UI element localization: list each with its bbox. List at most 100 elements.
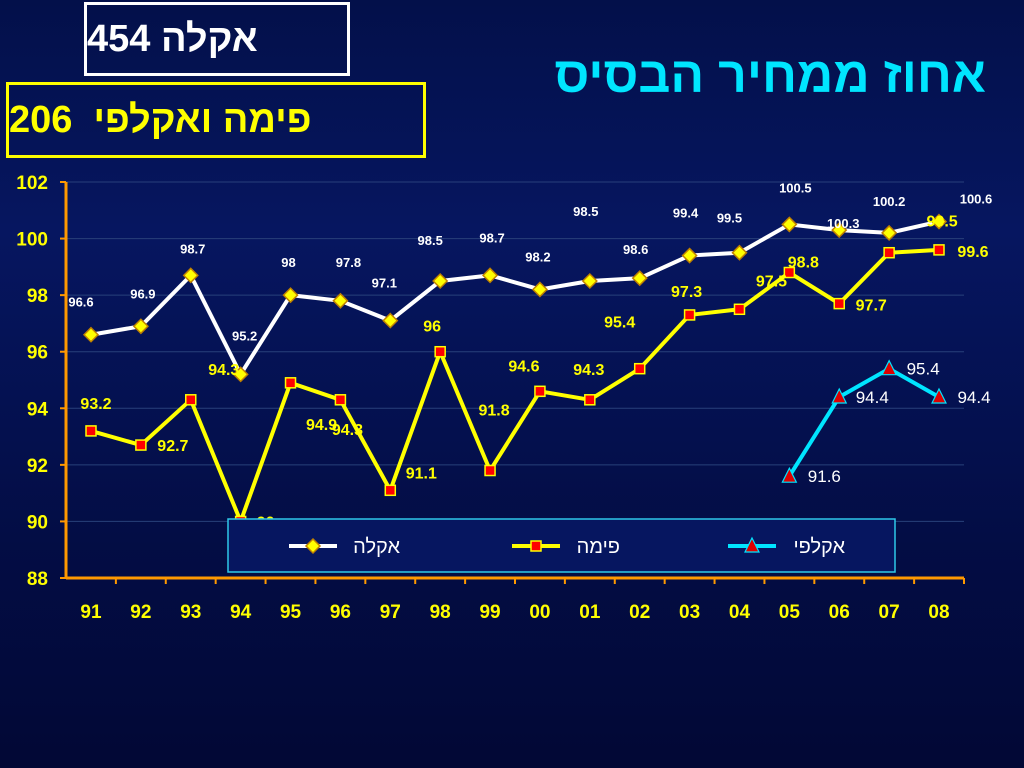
data-label-akala: 98.2: [525, 249, 550, 264]
legend-marker-akala: [304, 537, 322, 555]
x-tick-label: 92: [130, 602, 151, 623]
data-label-pima: 94.3: [573, 362, 604, 379]
data-label-akalpi: 91.6: [808, 467, 841, 486]
data-label-akala: 100.2: [873, 194, 906, 209]
data-label-akala: 99.5: [717, 211, 742, 226]
data-label-pima: 94.3: [208, 362, 239, 379]
marker-akala: [531, 281, 549, 298]
data-label-pima: 94.6: [508, 358, 539, 375]
data-label-pima: 98.8: [788, 255, 819, 272]
x-tick-label: 01: [579, 602, 601, 623]
y-tick-label: 92: [27, 456, 48, 477]
marker-akalpi: [781, 466, 798, 483]
legend-box: [227, 518, 896, 573]
x-tick-label: 05: [779, 602, 801, 623]
x-tick-label: 07: [879, 602, 900, 623]
marker-pima: [833, 297, 845, 310]
marker-akalpi: [831, 387, 848, 404]
data-label-pima: 96: [423, 319, 441, 336]
data-label-akalpi: 94.4: [957, 388, 990, 407]
marker-akalpi: [881, 359, 898, 376]
legend-label-akalpi: אקלפי: [793, 536, 845, 558]
marker-akala: [382, 312, 399, 329]
data-label-pima: 94.9: [306, 417, 337, 434]
marker-akala: [731, 244, 748, 261]
data-label-pima: 91.1: [406, 465, 437, 482]
y-tick-label: 88: [27, 569, 48, 590]
marker-akala: [432, 272, 449, 290]
data-label-pima: 97.5: [756, 273, 787, 290]
data-label-akala: 98.5: [418, 233, 443, 248]
data-label-pima: 93.2: [80, 396, 111, 413]
y-tick-label: 102: [16, 173, 48, 194]
data-label-akala: 96.9: [130, 286, 155, 301]
legend-label-pima: פימה: [577, 536, 620, 558]
y-tick-label: 100: [16, 230, 48, 251]
marker-akala: [332, 292, 349, 309]
marker-pima: [135, 439, 147, 451]
legend-label-akala: אקלה: [353, 536, 400, 558]
marker-akala: [581, 272, 598, 290]
marker-akala: [282, 287, 299, 304]
marker-pima: [384, 484, 397, 497]
data-label-pima: 99.6: [957, 244, 988, 261]
marker-akala: [930, 213, 948, 230]
x-tick-label: 08: [928, 602, 949, 623]
data-label-akalpi: 94.4: [856, 388, 889, 407]
marker-pima: [933, 244, 945, 256]
series-line-akalpi: [787, 366, 940, 478]
y-tick-label: 94: [27, 399, 49, 420]
data-label-akalpi: 95.4: [907, 360, 940, 379]
data-label-pima: 95.4: [604, 315, 635, 332]
data-label-akala: 100.6: [960, 192, 993, 207]
x-tick-label: 96: [330, 602, 351, 623]
marker-pima: [633, 362, 646, 375]
akala-count-box: אקלה 454: [84, 2, 350, 76]
data-label-akala: 98.7: [479, 230, 504, 245]
data-label-akala: 100.5: [779, 180, 812, 195]
x-tick-label: 91: [80, 602, 102, 623]
marker-pima: [783, 266, 796, 279]
marker-akala: [681, 247, 698, 264]
x-tick-label: 06: [829, 602, 850, 623]
marker-pima: [683, 309, 696, 321]
marker-akala: [631, 270, 648, 287]
y-tick-label: 98: [27, 286, 48, 307]
data-label-pima: 97.7: [856, 298, 887, 315]
series-line-akala: [90, 219, 940, 377]
data-label-pima: 91.8: [478, 403, 509, 420]
y-tick-label: 90: [27, 512, 48, 533]
x-tick-label: 03: [679, 602, 700, 623]
data-label-akala: 98.6: [623, 242, 648, 257]
marker-akala: [82, 326, 100, 343]
marker-pima: [733, 303, 746, 316]
data-label-akala: 96.6: [68, 295, 93, 310]
marker-akala: [881, 224, 898, 241]
data-label-pima: 97.3: [671, 284, 702, 301]
marker-akala: [232, 366, 249, 383]
data-label-akala: 100.3: [827, 216, 860, 231]
data-label-akala: 98: [281, 255, 295, 270]
legend: אקלה פימה אקלפי: [227, 518, 896, 573]
x-tick-label: 94: [230, 602, 252, 623]
x-tick-label: 98: [430, 602, 451, 623]
marker-akalpi: [931, 387, 947, 404]
chart-title: אחוז ממחיר הבסיס: [554, 47, 986, 103]
marker-pima: [284, 377, 297, 389]
marker-akala: [132, 318, 149, 335]
data-label-akala: 95.2: [232, 328, 257, 343]
data-label-akala: 97.8: [336, 255, 361, 270]
marker-akala: [182, 267, 199, 284]
series-line-pima: [90, 247, 940, 524]
data-label-akala: 97.1: [372, 276, 397, 291]
data-label-pima: 99.5: [927, 214, 958, 231]
x-tick-label: 97: [380, 602, 401, 623]
marker-pima: [85, 425, 97, 437]
marker-pima: [434, 345, 446, 358]
x-tick-label: 95: [280, 602, 302, 623]
legend-marker-pima: [530, 540, 542, 552]
x-tick-label: 99: [479, 602, 500, 623]
y-tick-label: 96: [27, 343, 48, 364]
data-label-akala: 99.4: [673, 206, 699, 221]
